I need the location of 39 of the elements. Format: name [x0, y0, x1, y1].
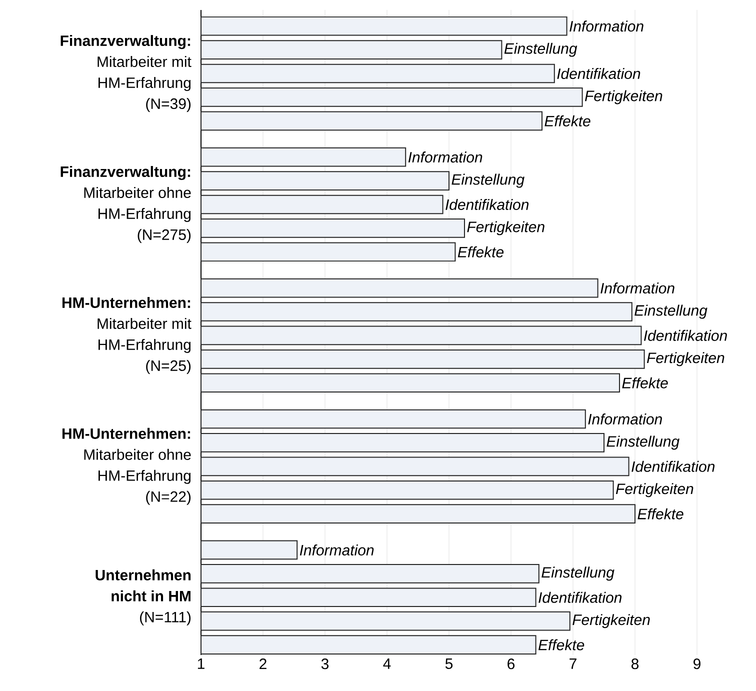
- series-label: Information: [408, 152, 482, 163]
- text: Effekte: [538, 639, 584, 650]
- series-label: Effekte: [544, 115, 590, 126]
- series-label: Fertigkeiten: [467, 221, 544, 236]
- x-tick-label: 1: [198, 658, 204, 669]
- x-tick-label: 9: [694, 658, 700, 670]
- text: Fertigkeiten: [616, 483, 694, 498]
- x-tick-label: 3: [321, 658, 329, 670]
- text: Fertigkeiten: [584, 90, 662, 104]
- x-tick-label: 2: [260, 658, 266, 669]
- text: Einstellung: [542, 566, 614, 581]
- text: Identifikation: [644, 330, 727, 341]
- text: Einstellung: [634, 304, 708, 319]
- text: Identifikation: [557, 68, 640, 80]
- y-tick-label: Finanzverwaltung: Mitarbeiter ohne HM-Erfahrung (N=275): [60, 166, 191, 243]
- series-label: Identifikation: [446, 198, 529, 210]
- text: Information: [570, 20, 644, 32]
- x-tick-label: 8: [631, 658, 639, 670]
- text: Information: [600, 282, 674, 294]
- text: Information: [588, 413, 662, 425]
- x-tick-label: 6: [508, 658, 515, 670]
- text: Effekte: [458, 246, 504, 258]
- text: Identifikation: [632, 460, 715, 472]
- x-tick-label: 5: [445, 658, 453, 669]
- text: Fertigkeiten: [572, 614, 650, 628]
- y-tick-label: Unternehmen nicht in HM (N=111): [96, 569, 191, 626]
- x-tick-label: 4: [383, 658, 391, 669]
- x-tick-label: 7: [570, 658, 576, 669]
- text: Effekte: [622, 377, 668, 388]
- series-label: Einstellung: [606, 436, 680, 450]
- y-tick-label: HM-Unternehmen: Mitarbeiter mit HM-Erfahrung (N=25): [62, 296, 192, 374]
- text: Einstellung: [504, 42, 578, 57]
- text: Identifikation: [538, 592, 622, 603]
- y-tick-label: Finanzverwaltung: Mitarbeiter mit HM-Erfahrung (N=39): [60, 35, 192, 112]
- text: Einstellung: [452, 174, 524, 188]
- text: Fertigkeiten: [646, 352, 724, 366]
- text: Effekte: [638, 508, 684, 520]
- text: Information: [300, 544, 374, 556]
- y-tick-label: HM-Unternehmen: Mitarbeiter ohne HM-Erfahrung (N=22): [62, 428, 191, 505]
